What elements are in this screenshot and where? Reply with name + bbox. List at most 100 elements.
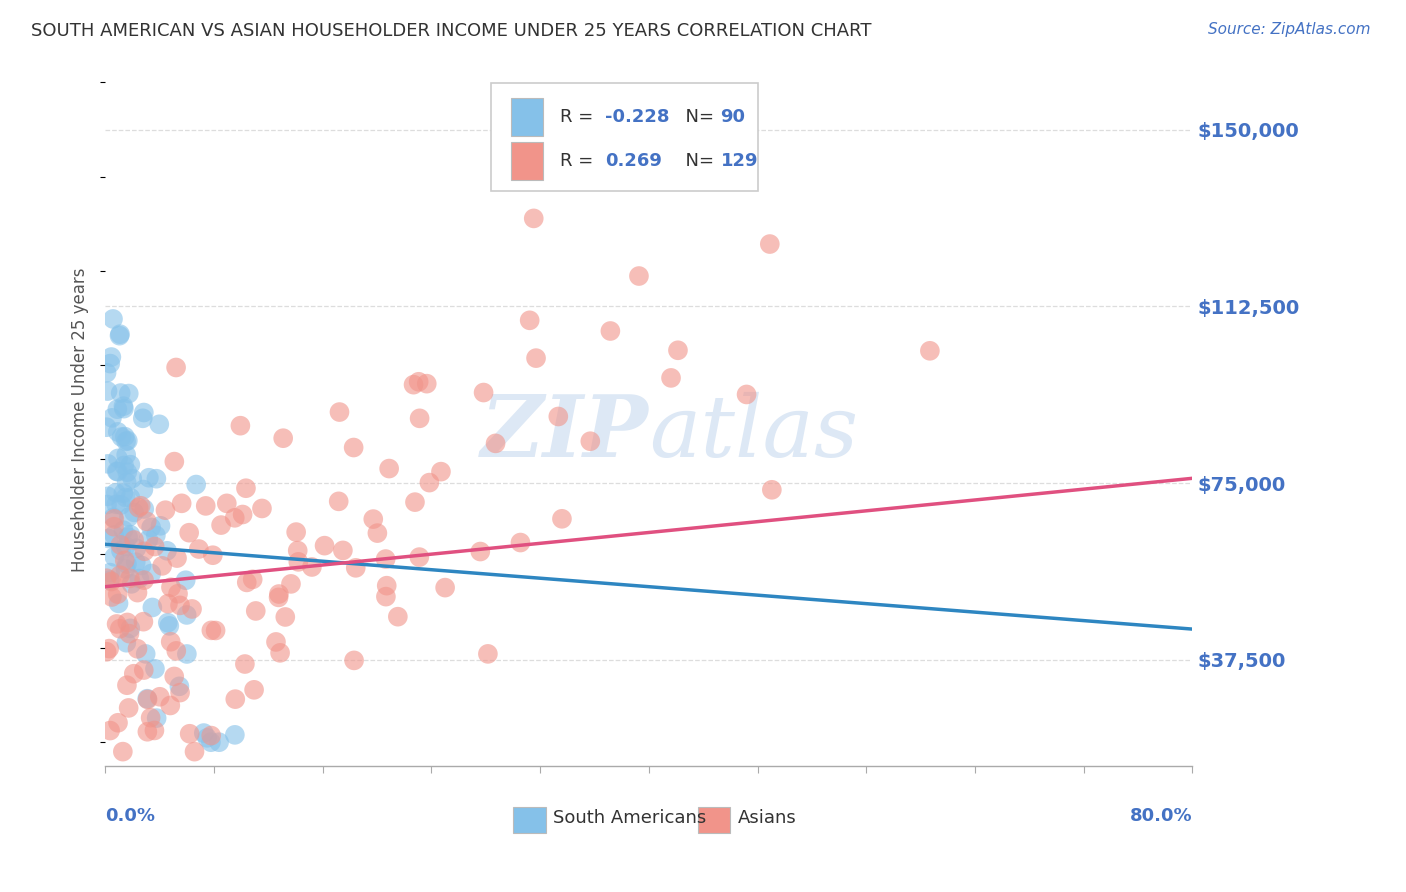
Point (361, 512, 384, 526)
Point (176, 607, 198, 622)
Point (519, 313, 541, 327)
Point (120, 527, 142, 541)
Point (156, 597, 179, 611)
Text: R =: R = (560, 152, 605, 170)
Point (132, 615, 155, 629)
Text: SOUTH AMERICAN VS ASIAN HOUSEHOLDER INCOME UNDER 25 YEARS CORRELATION CHART: SOUTH AMERICAN VS ASIAN HOUSEHOLDER INCO… (31, 22, 872, 40)
Point (509, 535, 531, 549)
Point (208, 735, 231, 749)
Point (375, 579, 398, 593)
Point (97, 489, 120, 503)
Point (141, 566, 163, 581)
Point (235, 481, 257, 495)
FancyBboxPatch shape (491, 83, 758, 191)
Point (387, 609, 409, 624)
Point (103, 512, 125, 526)
FancyBboxPatch shape (510, 97, 543, 136)
Point (112, 401, 135, 416)
Text: 0.0%: 0.0% (105, 807, 155, 825)
FancyBboxPatch shape (697, 806, 730, 833)
Point (112, 523, 135, 537)
Point (150, 558, 173, 573)
Point (112, 399, 135, 413)
Point (250, 501, 273, 516)
Point (408, 375, 430, 389)
Point (224, 728, 246, 742)
Text: N=: N= (673, 108, 720, 126)
Point (264, 635, 287, 649)
Point (416, 376, 439, 391)
Point (114, 540, 136, 554)
Text: Asians: Asians (738, 809, 797, 827)
Point (149, 518, 172, 533)
Point (328, 405, 350, 419)
FancyBboxPatch shape (510, 142, 543, 180)
Point (134, 502, 156, 516)
Point (132, 663, 155, 677)
Point (114, 491, 136, 505)
Point (112, 486, 135, 500)
Point (107, 451, 129, 466)
Text: -0.228: -0.228 (606, 108, 669, 126)
Point (193, 726, 215, 740)
Point (735, 387, 758, 401)
Point (136, 724, 159, 739)
Point (155, 503, 177, 517)
Point (105, 617, 128, 632)
Point (108, 622, 131, 636)
Point (156, 543, 179, 558)
Point (141, 600, 163, 615)
Point (267, 587, 290, 601)
Point (132, 411, 155, 425)
Point (105, 402, 128, 417)
Point (98, 641, 121, 656)
Point (110, 386, 132, 401)
Point (145, 528, 167, 542)
Point (145, 472, 167, 486)
Text: Source: ZipAtlas.com: Source: ZipAtlas.com (1208, 22, 1371, 37)
Point (170, 496, 193, 510)
Point (120, 491, 142, 505)
Point (148, 417, 170, 432)
Point (127, 585, 149, 599)
Text: 129: 129 (721, 152, 758, 170)
Point (138, 533, 160, 547)
Point (114, 562, 136, 576)
Point (201, 548, 224, 562)
Point (117, 530, 139, 544)
Text: atlas: atlas (648, 392, 858, 475)
Point (117, 465, 139, 479)
Point (666, 343, 689, 358)
Point (267, 591, 290, 605)
Point (169, 599, 191, 613)
Point (187, 542, 209, 557)
Point (139, 520, 162, 534)
Point (183, 745, 205, 759)
Point (103, 519, 125, 533)
Point (402, 377, 425, 392)
Point (110, 543, 132, 558)
Point (430, 465, 453, 479)
Point (97, 532, 120, 546)
Point (524, 351, 547, 365)
Point (484, 436, 506, 450)
Point (139, 711, 162, 725)
Point (181, 602, 204, 616)
Point (108, 327, 131, 342)
Point (98, 566, 121, 580)
Text: South Americans: South Americans (553, 809, 706, 827)
Point (120, 621, 142, 635)
Point (179, 525, 201, 540)
Point (163, 669, 186, 683)
Point (128, 572, 150, 586)
Point (121, 577, 143, 591)
Point (120, 458, 142, 472)
Point (100, 350, 122, 364)
Point (108, 568, 131, 582)
Point (163, 454, 186, 468)
Point (118, 510, 141, 524)
Point (287, 555, 309, 569)
Point (280, 577, 302, 591)
Point (118, 626, 141, 640)
Point (96, 384, 118, 398)
